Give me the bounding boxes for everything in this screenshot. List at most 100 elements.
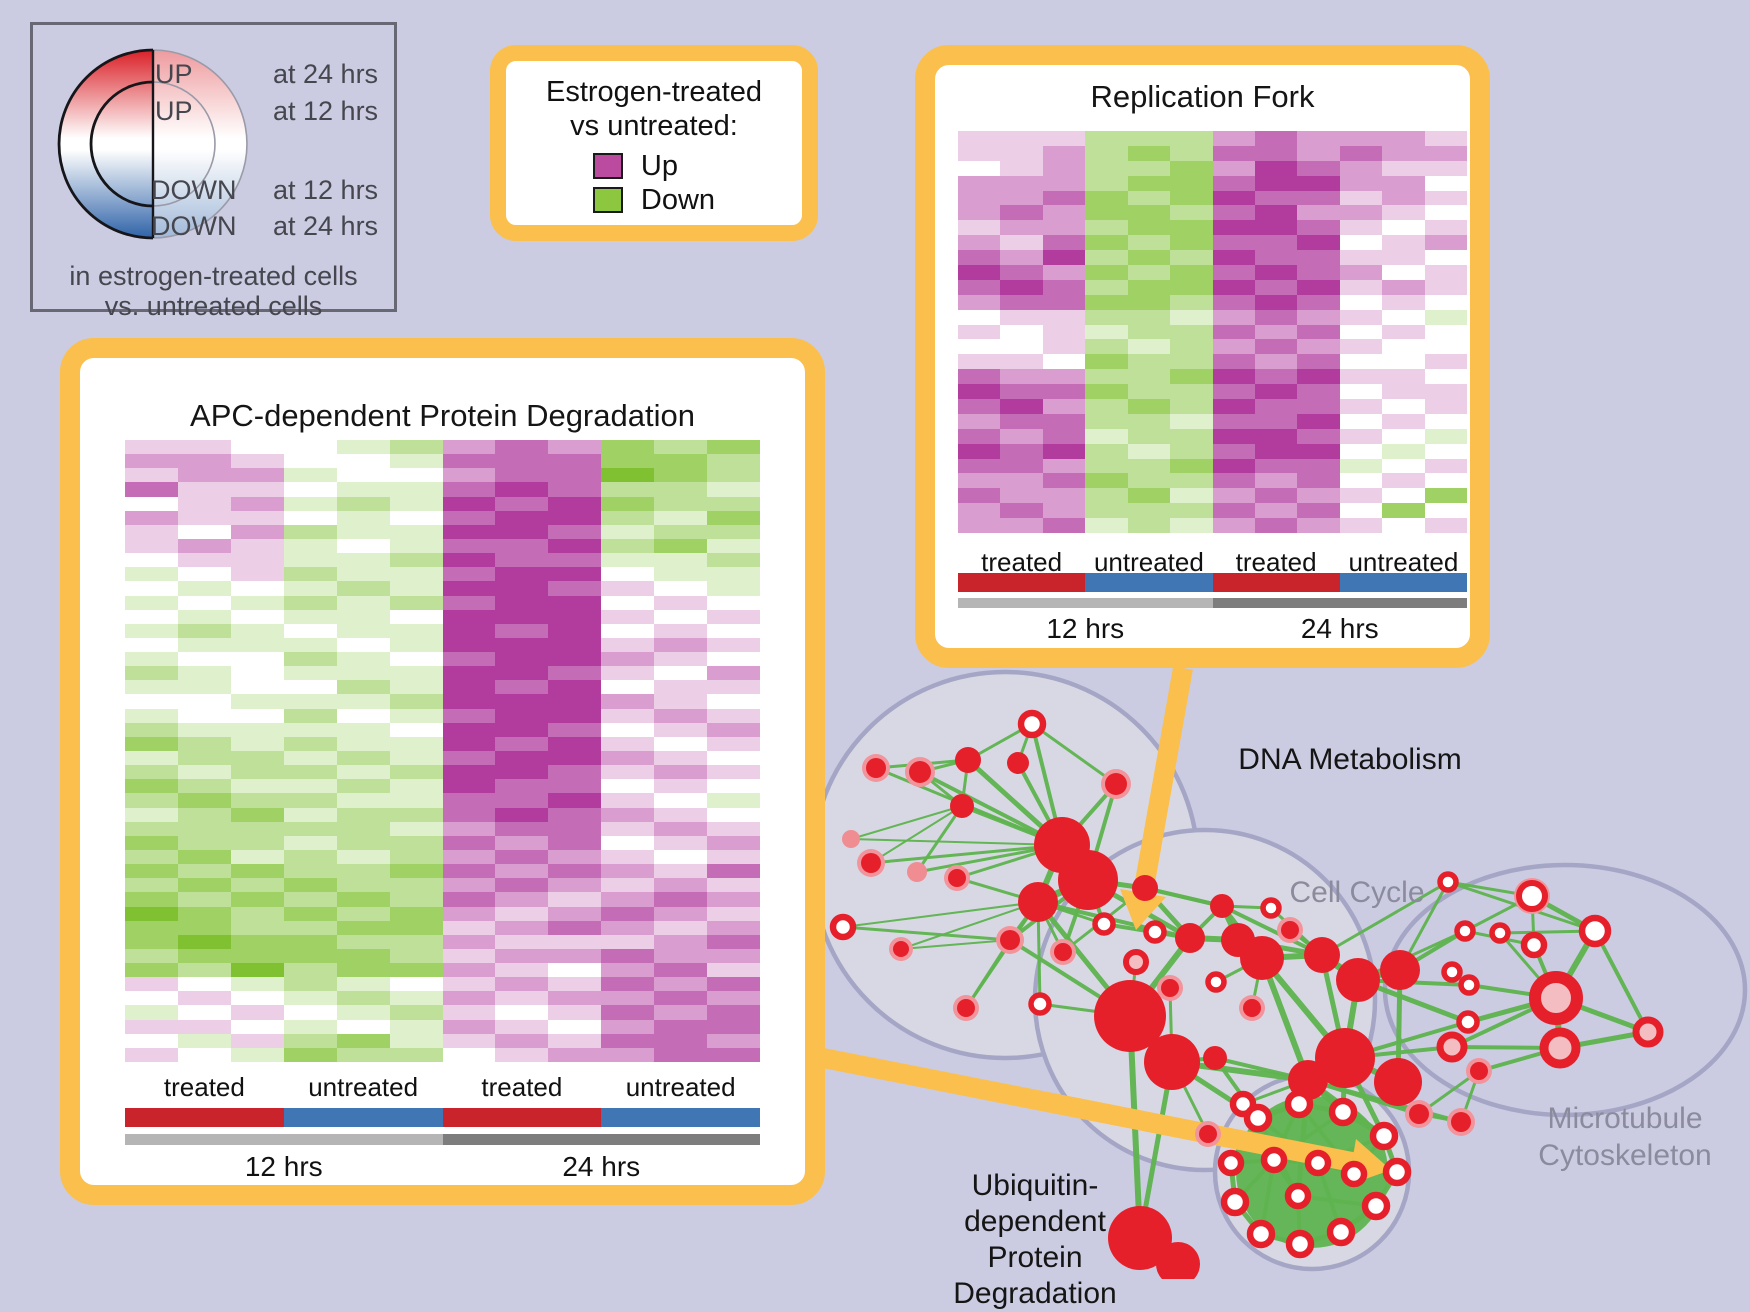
heatmap-cell [1254, 160, 1298, 176]
heatmap-cell [1339, 354, 1383, 370]
heatmap-cell [389, 637, 443, 653]
heatmap-cell [230, 468, 284, 483]
heatmap-cell [1424, 339, 1467, 355]
network-node [1369, 1121, 1399, 1151]
heatmap-cell [1085, 294, 1128, 310]
heatmap-cell [654, 765, 708, 780]
heatmap-cell [1382, 265, 1425, 280]
heatmap-cell [601, 623, 655, 638]
heatmap-cell [230, 765, 284, 780]
heatmap-cell [336, 623, 390, 638]
heatmap-cell [1000, 250, 1043, 265]
heatmap-cell [958, 369, 1001, 385]
heatmap-cell [389, 510, 443, 525]
heatmap-cell [1254, 488, 1298, 504]
heatmap-cell [601, 440, 655, 455]
heatmap-cell [548, 510, 602, 525]
heatmap-cell [654, 864, 708, 879]
heatmap-cell [1297, 190, 1340, 206]
heatmap-cell [1000, 160, 1043, 176]
heatmap-cell [958, 175, 1001, 191]
heatmap-cell [1297, 265, 1340, 280]
heatmap-cell [1212, 413, 1255, 429]
heatmap-cell [1212, 443, 1255, 459]
heatmap-cell [654, 609, 708, 624]
heatmap-cell [1424, 131, 1467, 146]
heatmap-cell [389, 1005, 443, 1020]
heatmap-cell [442, 708, 496, 723]
heatmap-cell [336, 779, 390, 794]
heatmap-cell [230, 454, 284, 469]
heatmap-cell [283, 567, 337, 582]
heatmap-cell [495, 849, 549, 865]
network-node [1260, 1146, 1288, 1174]
heatmap-cell [1297, 294, 1340, 310]
heatmap-cell [389, 920, 443, 935]
heatmap-cell [125, 440, 178, 455]
heatmap-cell [1212, 458, 1255, 474]
heatmap-cell [495, 807, 549, 822]
heatmap-cell [707, 524, 760, 539]
heatmap-cell [707, 835, 760, 850]
heatmap-cell [958, 428, 1001, 444]
heatmap-cell [1042, 369, 1086, 385]
heatmap-cell [601, 553, 655, 568]
heatmap-cell [654, 454, 708, 469]
heatmap-cell [389, 807, 443, 822]
network-node [842, 830, 860, 848]
heatmap-cell [1297, 339, 1340, 355]
network-node [1132, 875, 1158, 901]
heatmap-cell [548, 708, 602, 723]
heatmap-cell [707, 765, 760, 780]
network-node [1143, 920, 1167, 944]
heatmap-cell [958, 339, 1001, 355]
heatmap-cell [283, 623, 337, 638]
heatmap-cell [1212, 205, 1255, 221]
heatmap-cell [654, 736, 708, 751]
heatmap-cell [1042, 518, 1086, 533]
heatmap-cell [1085, 413, 1128, 429]
heatmap-cell [1254, 190, 1298, 206]
heatmap-cell [707, 963, 760, 978]
heatmap-cell [707, 948, 760, 964]
heatmap-cell [601, 666, 655, 681]
heatmap-cell [958, 190, 1001, 206]
heatmap-cell [336, 454, 390, 469]
heatmap-cell [495, 553, 549, 568]
heatmap-cell [1212, 473, 1255, 489]
heatmap-cell [1170, 175, 1213, 191]
heatmap-cell [125, 538, 178, 554]
heatmap-cell [495, 1047, 549, 1062]
arrow-shaft-apc-to-ubiquitin [821, 1048, 1354, 1172]
network-node [1374, 1058, 1422, 1106]
heatmap-cell [125, 849, 178, 865]
heatmap-cell [389, 977, 443, 992]
heatmap-cell [336, 920, 390, 935]
heatmap-cell [1170, 488, 1213, 504]
heatmap-cell [1297, 145, 1340, 161]
heatmap-cell [283, 765, 337, 780]
heatmap-cell [548, 807, 602, 822]
replication-treatment-bar [958, 573, 1467, 592]
heatmap-cell [548, 934, 602, 949]
heatmap-cell [389, 835, 443, 850]
heatmap-cell [230, 821, 284, 836]
heatmap-cell [707, 510, 760, 525]
heatmap-cell [125, 468, 178, 483]
heatmap-cell [548, 595, 602, 610]
heatmap-cell [548, 538, 602, 554]
network-node [1529, 971, 1583, 1025]
heatmap-cell [177, 934, 231, 949]
heatmap-cell [495, 652, 549, 667]
heatmap-cell [1085, 428, 1128, 444]
network-node [861, 853, 881, 873]
heatmap-cell [1127, 354, 1171, 370]
heatmap-cell [283, 878, 337, 893]
heatmap-cell [442, 991, 496, 1006]
heatmap-cell [601, 920, 655, 935]
heatmap-cell [442, 977, 496, 992]
heatmap-cell [1382, 279, 1425, 295]
heatmap-cell [389, 1047, 443, 1062]
heatmap-cell [548, 623, 602, 638]
heatmap-cell [1382, 220, 1425, 236]
